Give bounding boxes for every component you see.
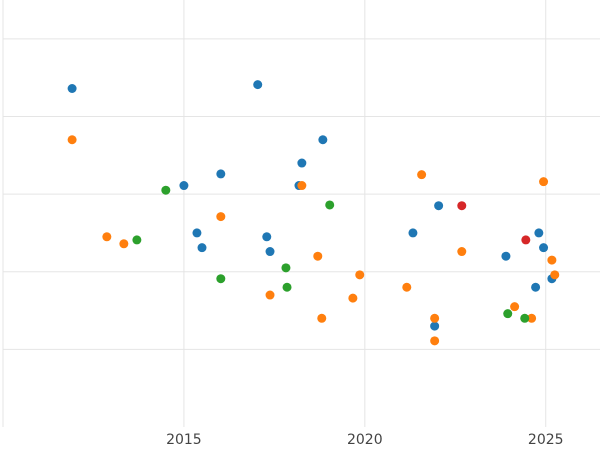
point: [457, 201, 467, 211]
point: [317, 313, 327, 323]
point: [265, 290, 275, 300]
point: [179, 181, 189, 191]
point: [527, 313, 537, 323]
point: [216, 274, 226, 284]
point: [430, 313, 440, 323]
point: [281, 263, 291, 273]
point: [430, 321, 440, 331]
point: [531, 282, 541, 292]
point: [325, 200, 335, 210]
point: [262, 232, 272, 242]
point: [408, 228, 418, 238]
point: [297, 158, 307, 168]
point: [216, 169, 226, 179]
point: [501, 251, 511, 261]
point: [550, 270, 560, 280]
point: [539, 243, 549, 253]
point: [510, 302, 520, 312]
point: [402, 282, 412, 292]
point: [297, 181, 307, 191]
point: [417, 170, 427, 180]
point: [457, 247, 467, 257]
point: [265, 247, 275, 257]
point: [67, 84, 77, 94]
point: [520, 313, 530, 323]
point: [434, 201, 444, 211]
point: [313, 251, 323, 261]
point: [539, 177, 549, 187]
point: [197, 243, 207, 253]
x-tick-label: 2025: [528, 432, 564, 448]
point: [318, 135, 328, 145]
point: [119, 239, 129, 249]
point: [161, 185, 171, 195]
point: [430, 336, 440, 346]
point: [132, 235, 142, 245]
point: [521, 235, 531, 245]
point: [67, 135, 77, 145]
x-tick-label: 2015: [166, 432, 202, 448]
point: [102, 232, 112, 242]
point: [503, 309, 513, 319]
point: [547, 255, 557, 265]
point: [253, 80, 263, 90]
point: [355, 270, 365, 280]
point: [192, 228, 202, 238]
point: [282, 282, 292, 292]
point: [216, 212, 226, 222]
point: [534, 228, 544, 238]
point: [348, 293, 358, 303]
x-tick-label: 2020: [347, 432, 383, 448]
